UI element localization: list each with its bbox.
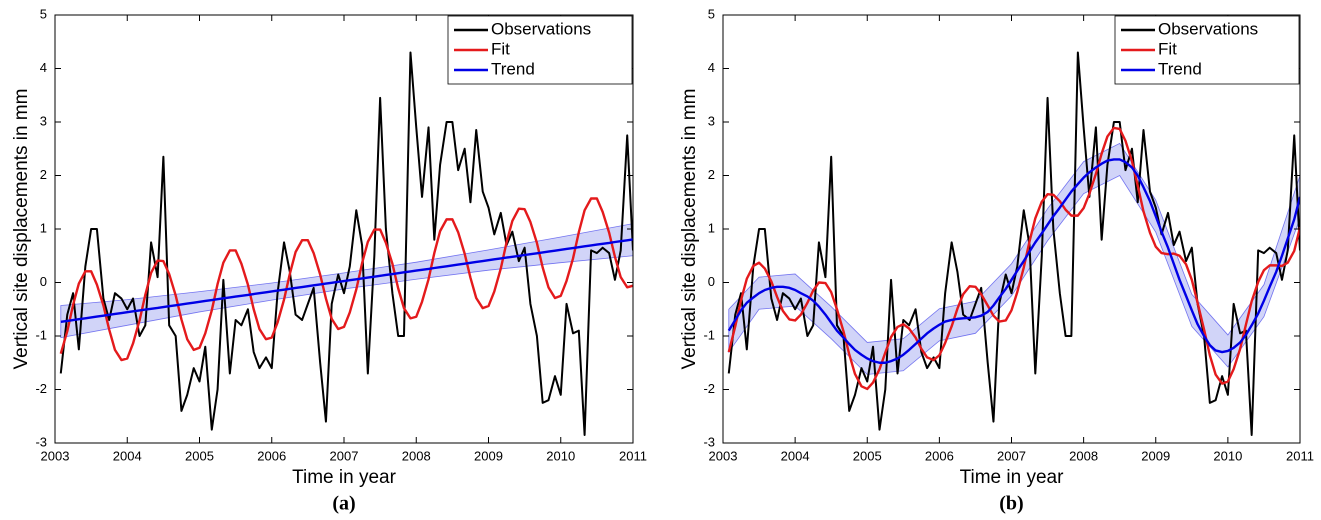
- y-tick-label: 0: [708, 274, 715, 289]
- legend-label: Trend: [491, 59, 535, 78]
- x-tick-label: 2005: [185, 448, 214, 463]
- y-tick-label: 1: [708, 220, 715, 235]
- y-tick-label: 0: [40, 274, 47, 289]
- panel: 2003 2004 2005 2006 2007 2008 2009 2010 2011 -3 -2…: [679, 6, 1314, 514]
- y-tick-label: 3: [40, 113, 47, 128]
- y-tick-label: 5: [708, 6, 715, 21]
- x-axis-label: Time in year: [960, 467, 1064, 488]
- legend-label: Trend: [1158, 59, 1202, 78]
- y-tick-label: -2: [35, 381, 47, 396]
- x-tick-label: 2011: [1286, 448, 1314, 463]
- y-tick-label: -3: [703, 434, 715, 449]
- legend-label: Observations: [491, 19, 591, 38]
- y-tick-label: 2: [708, 167, 715, 182]
- y-tick-label: 4: [40, 60, 47, 75]
- x-axis-label: Time in year: [292, 467, 396, 488]
- legend-label: Fit: [1158, 39, 1177, 58]
- x-tick-label: 2004: [781, 448, 810, 463]
- series-line: [727, 158, 1300, 364]
- x-tick-label: 2005: [853, 448, 882, 463]
- x-tick-label: 2009: [1141, 448, 1170, 463]
- caption: (a): [332, 493, 355, 515]
- panel: 2003 2004 2005 2006 2007 2008 2009 2010 2011 -3 -2…: [11, 6, 647, 514]
- y-tick-label: 4: [708, 60, 715, 75]
- series-line: [60, 238, 633, 323]
- x-tick-label: 2008: [402, 448, 431, 463]
- confidence-band: [728, 142, 1300, 375]
- legend-label: Observations: [1158, 19, 1258, 38]
- y-tick-label: -3: [35, 434, 47, 449]
- x-tick-label: 2007: [330, 448, 359, 463]
- y-axis-label: Vertical site displacements in mm: [11, 89, 32, 370]
- x-tick-label: 2006: [257, 448, 286, 463]
- legend-label: Fit: [491, 39, 510, 58]
- y-tick-label: 5: [40, 6, 47, 21]
- y-tick-label: 1: [40, 220, 47, 235]
- y-tick-label: -1: [35, 327, 47, 342]
- series-line: [727, 126, 1300, 391]
- y-tick-label: 3: [708, 113, 715, 128]
- y-axis-label: Vertical site displacements in mm: [679, 89, 700, 370]
- y-tick-label: -1: [703, 327, 715, 342]
- caption: (b): [999, 493, 1023, 515]
- x-tick-label: 2003: [709, 448, 738, 463]
- x-tick-label: 2011: [619, 448, 647, 463]
- x-tick-label: 2004: [113, 448, 142, 463]
- x-tick-label: 2010: [1213, 448, 1242, 463]
- series-line: [727, 51, 1300, 436]
- x-tick-label: 2006: [925, 448, 954, 463]
- y-tick-label: -2: [703, 381, 715, 396]
- y-tick-label: 2: [40, 167, 47, 182]
- x-tick-label: 2007: [997, 448, 1026, 463]
- x-tick-label: 2010: [546, 448, 575, 463]
- series-line: [59, 197, 633, 362]
- x-tick-label: 2009: [474, 448, 503, 463]
- x-tick-label: 2003: [41, 448, 70, 463]
- x-tick-label: 2008: [1069, 448, 1098, 463]
